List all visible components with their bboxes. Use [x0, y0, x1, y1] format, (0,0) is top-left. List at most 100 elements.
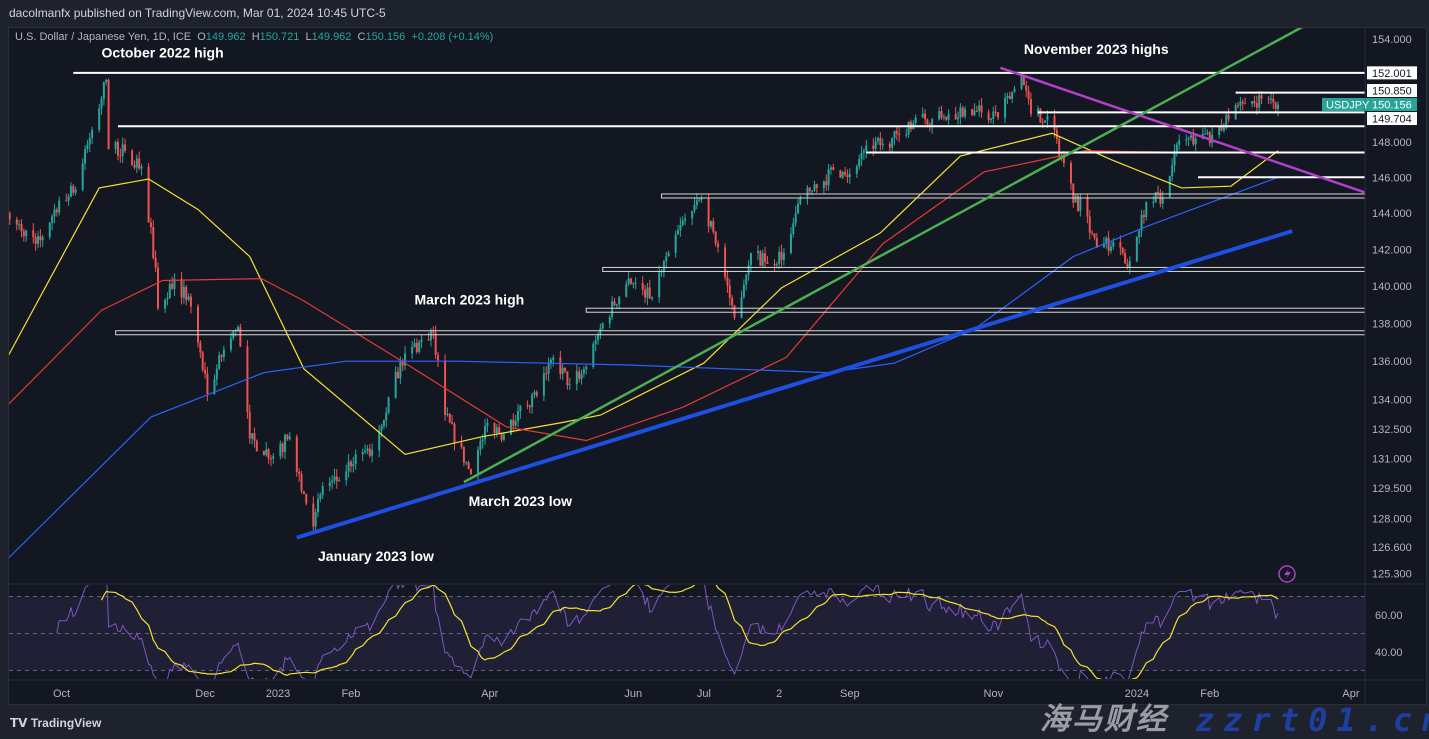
candle	[519, 405, 522, 419]
candle	[222, 345, 225, 362]
candle-body	[378, 430, 381, 451]
candle-body	[1142, 214, 1145, 218]
level-price-tag-text: 150.850	[1372, 86, 1412, 98]
candle-body	[138, 158, 141, 169]
candle-body	[81, 163, 84, 190]
tradingview-logo[interactable]: 𝗧𝗩 TradingView	[10, 716, 101, 730]
time-axis-tick: Oct	[53, 688, 70, 700]
candle	[811, 190, 814, 196]
candle-body	[1027, 90, 1030, 100]
candle-body	[679, 225, 682, 231]
candle-body	[1053, 115, 1056, 131]
candle-body	[385, 412, 388, 421]
candle-body	[361, 452, 364, 455]
candle-body	[568, 384, 571, 386]
candle-body	[898, 133, 901, 136]
candle	[149, 217, 152, 235]
candle-body	[380, 426, 383, 431]
candle-body	[1025, 85, 1028, 91]
candle-body	[1107, 237, 1110, 251]
support-resistance-band	[661, 193, 1365, 199]
price-axis-tick: 142.000	[1372, 244, 1412, 256]
candle-body	[1013, 88, 1016, 92]
candle-body	[1171, 165, 1174, 177]
candle	[832, 163, 835, 171]
price-axis-tick: 148.000	[1372, 137, 1412, 149]
lightning-icon[interactable]	[1278, 565, 1296, 583]
candle-body	[775, 264, 778, 266]
candle	[597, 332, 600, 345]
candle-body	[1204, 133, 1207, 135]
price-axis-tick: 140.000	[1372, 281, 1412, 293]
candle-body	[91, 129, 94, 139]
candle	[41, 234, 44, 247]
candle-body	[149, 222, 152, 228]
candle-body	[382, 420, 385, 427]
candle	[644, 285, 647, 304]
candle-body	[22, 231, 25, 237]
candle-body	[1109, 246, 1112, 251]
candle	[385, 407, 388, 428]
candle-body	[526, 405, 529, 407]
candle	[262, 450, 265, 456]
candle	[1220, 118, 1223, 132]
candle-body	[180, 278, 183, 298]
candle-body	[302, 491, 305, 495]
candle-body	[651, 297, 654, 299]
candle-body	[757, 251, 760, 253]
candle	[992, 106, 995, 125]
candle-body	[1008, 95, 1011, 100]
candle	[608, 314, 611, 329]
candle-body	[691, 210, 694, 219]
candle-body	[1237, 105, 1240, 107]
candle	[599, 323, 602, 340]
candle	[48, 221, 51, 240]
candle	[152, 220, 155, 260]
candle	[575, 364, 578, 391]
candle-body	[401, 361, 404, 366]
candle-body	[404, 353, 407, 366]
candle-body	[413, 342, 416, 347]
candle	[279, 440, 282, 460]
candle-body	[1124, 253, 1127, 264]
candle	[314, 508, 317, 534]
candle-body	[347, 461, 350, 472]
candle-body	[797, 204, 800, 214]
candle-body	[387, 397, 390, 413]
candle	[1091, 230, 1094, 236]
candle-body	[975, 110, 978, 112]
candle	[1241, 99, 1244, 111]
candle-body	[279, 443, 282, 457]
candle-body	[987, 112, 990, 121]
low-label: L	[305, 31, 312, 43]
candle-body	[1041, 122, 1044, 124]
candle-body	[451, 422, 454, 425]
price-axis-tick: 131.000	[1372, 453, 1412, 465]
candle-body	[479, 441, 482, 451]
candle	[858, 154, 861, 170]
candle	[879, 132, 882, 151]
candle	[116, 138, 119, 161]
candle-body	[794, 213, 797, 224]
candle	[698, 198, 701, 203]
candle	[717, 240, 720, 253]
candle-body	[542, 373, 545, 396]
candle-body	[267, 449, 270, 459]
candle-body	[782, 252, 785, 260]
candle	[1145, 201, 1148, 221]
candle-body	[1077, 195, 1080, 212]
candle-body	[528, 405, 531, 408]
candle-body	[1161, 196, 1164, 204]
candle-body	[448, 414, 451, 423]
candle	[394, 366, 397, 400]
candle-body	[1006, 95, 1009, 98]
candle-body	[848, 173, 851, 178]
candle	[792, 217, 795, 238]
candle	[22, 228, 25, 242]
rsi-axis-tick: 60.00	[1375, 610, 1403, 622]
candle	[1173, 144, 1176, 173]
candle-body	[102, 82, 105, 99]
candle	[460, 435, 463, 449]
candle	[187, 293, 190, 302]
